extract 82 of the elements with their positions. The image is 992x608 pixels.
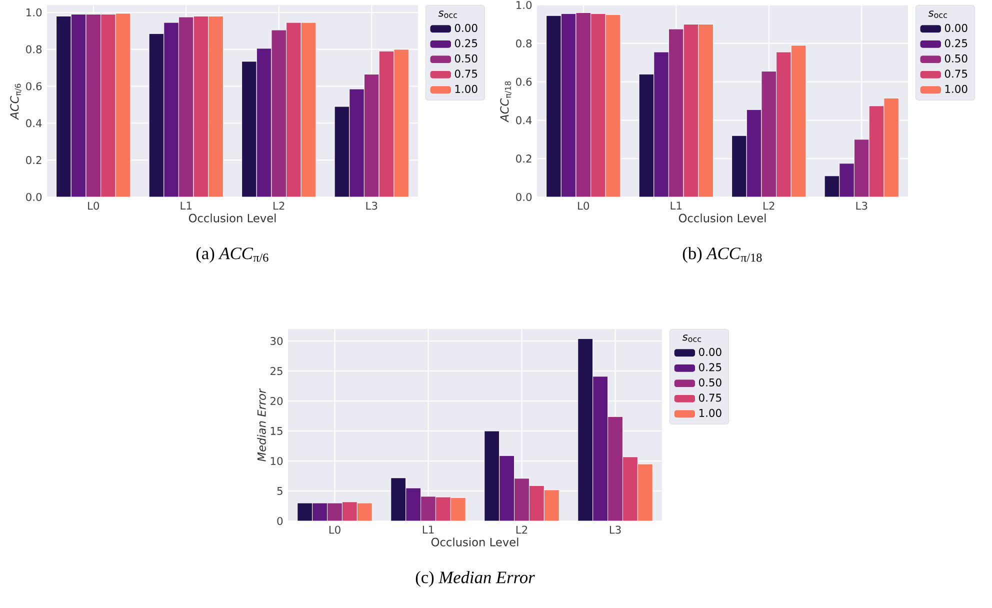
- bar: [349, 88, 364, 197]
- legend-label: 0.25: [454, 39, 478, 48]
- legend-label: 0.50: [454, 54, 478, 62]
- x-tick-label: L3: [856, 202, 868, 210]
- legend-label: 0.75: [454, 70, 478, 78]
- y-tick-label: 0.6: [26, 82, 42, 90]
- y-tick-label: 30: [270, 336, 283, 346]
- legend-label: 0.75: [944, 70, 968, 78]
- y-tick-label: 1.0: [26, 8, 42, 16]
- bar: [839, 163, 854, 197]
- bar: [484, 430, 500, 521]
- y-tick-label: 5: [277, 487, 282, 495]
- legend-label: 1.00: [945, 84, 968, 93]
- y-tick-label: 0.4: [516, 116, 532, 124]
- x-tick-label: L0: [578, 202, 590, 210]
- x-tick-label: L3: [610, 526, 621, 534]
- x-tick-label: L2: [516, 526, 528, 534]
- legend-title: s$_{occ}$: [928, 10, 947, 18]
- y-tick-label: 0.0: [26, 192, 42, 202]
- x-tick-label: L0: [329, 526, 340, 534]
- y-tick-label: 0.8: [26, 45, 42, 54]
- bar: [683, 24, 699, 197]
- x-tick-label: L2: [274, 202, 284, 210]
- legend-label: 0.50: [944, 54, 968, 62]
- y-tick-label: 0.8: [516, 39, 532, 48]
- bar: [578, 338, 594, 521]
- legend-label: 0.00: [698, 348, 722, 356]
- legend-label: 0.75: [698, 394, 722, 402]
- bar: [590, 13, 606, 197]
- legend-label: 0.00: [944, 24, 968, 32]
- x-tick-label: L1: [670, 202, 682, 210]
- bar: [256, 48, 272, 197]
- y-tick-label: 0.4: [26, 119, 42, 128]
- y-tick-label: 1.0: [516, 0, 532, 10]
- text: (c) Median Error: [416, 571, 535, 587]
- bar: [164, 22, 179, 197]
- x-tick-label: L0: [88, 202, 100, 210]
- bar: [560, 13, 576, 197]
- bar: [297, 502, 313, 521]
- text: (a) ACC$_{π/6}$: [196, 247, 268, 263]
- y-tick-label: 0.2: [516, 154, 532, 163]
- x-tick-label: L3: [366, 202, 378, 210]
- y-axis-title: ACC$_{π/18}$: [500, 81, 512, 122]
- legend-title: s$_{occ}$: [682, 334, 702, 342]
- bar: [56, 16, 72, 197]
- y-tick-label: 0.0: [516, 192, 532, 202]
- bar: [546, 15, 562, 197]
- y-tick-label: 0.2: [26, 156, 42, 164]
- bar: [776, 52, 792, 197]
- bar: [732, 135, 747, 197]
- x-tick-label: L1: [422, 526, 434, 534]
- legend-title: s$_{occ}$: [438, 10, 457, 18]
- legend-label: 0.25: [944, 39, 968, 48]
- bar: [868, 106, 884, 197]
- legend-label: 0.50: [698, 378, 722, 386]
- y-tick-label: 25: [270, 366, 282, 376]
- x-axis-title: Occlusion Level: [188, 214, 276, 222]
- x-axis-title: Occlusion Level: [431, 538, 518, 546]
- bar: [70, 14, 86, 197]
- bar: [148, 33, 164, 197]
- legend-label: 1.00: [455, 84, 478, 93]
- x-tick-label: L1: [180, 202, 192, 210]
- legend-label: 0.25: [698, 363, 722, 372]
- bar: [824, 176, 840, 197]
- y-axis-title: ACC$_{π/6}$: [10, 84, 22, 120]
- x-axis-title: Occlusion Level: [678, 214, 766, 222]
- bar: [654, 52, 669, 197]
- bar: [746, 109, 762, 197]
- bar: [242, 61, 257, 197]
- text: (b) ACC$_{π/18}$: [682, 247, 762, 263]
- y-tick-label: 10: [270, 456, 283, 466]
- y-tick-label: 0: [277, 516, 283, 526]
- bar: [638, 74, 654, 197]
- y-axis-title: Median Error: [257, 388, 266, 462]
- y-tick-label: 15: [270, 427, 282, 435]
- bar: [390, 478, 406, 521]
- bar: [334, 106, 350, 197]
- legend-label: 1.00: [699, 408, 722, 417]
- y-tick-label: 20: [270, 396, 283, 406]
- x-tick-label: L2: [764, 202, 774, 210]
- legend-label: 0.00: [454, 24, 478, 32]
- y-tick-label: 0.6: [516, 78, 532, 86]
